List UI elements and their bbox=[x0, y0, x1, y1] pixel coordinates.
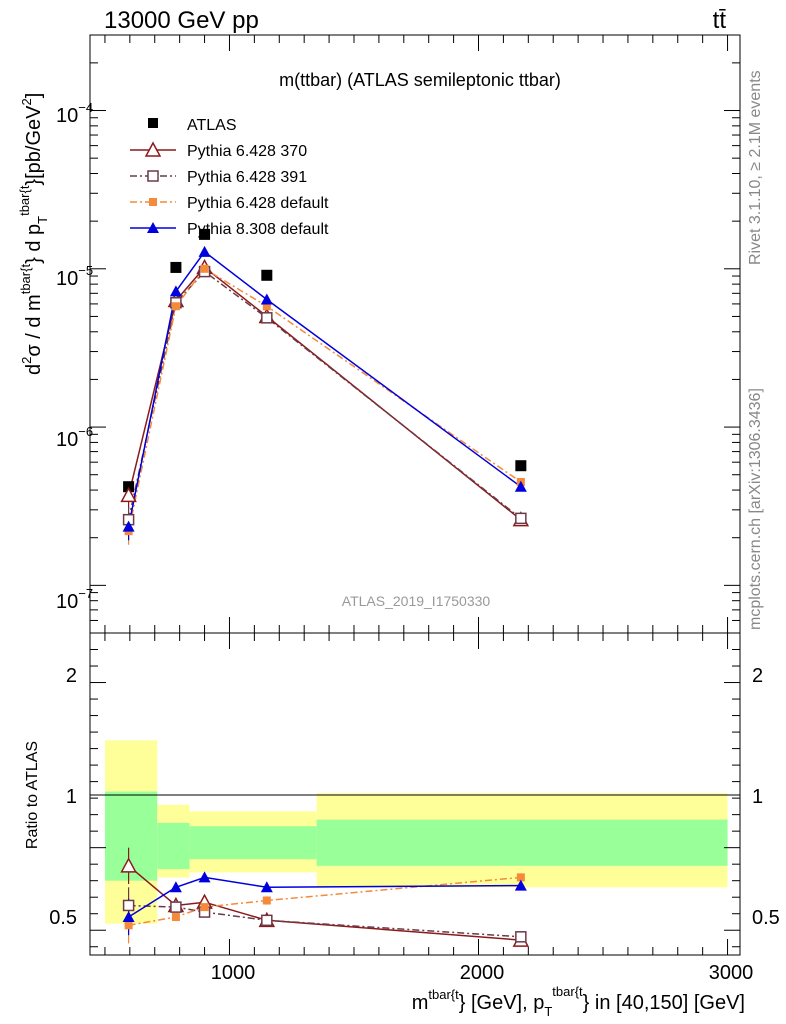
analysis-watermark: ATLAS_2019_I1750330 bbox=[342, 593, 491, 609]
ytick-label-1e-6: 10−6 bbox=[56, 424, 93, 451]
legend-marker-py6-default bbox=[149, 198, 157, 206]
data-point-atlas-4 bbox=[515, 460, 527, 472]
series-line-pythia-6-428-default bbox=[127, 267, 522, 532]
legend-entry-py6-391: Pythia 6.428 391 bbox=[130, 169, 307, 186]
data-point-atlas-2 bbox=[199, 228, 211, 240]
ratio-panel: 2 1 0.5 2 1 0.5 1000 2000 3000 Ratio to … bbox=[24, 632, 780, 1019]
data-point-pythia-6-428-370-0 bbox=[120, 486, 137, 503]
legend-label-atlas: ATLAS bbox=[187, 117, 237, 134]
ratio-point-pythia-8-308-default-0 bbox=[122, 911, 135, 923]
collision-energy-label: 13000 GeV pp bbox=[104, 7, 259, 34]
ratio-point-pythia-6-428-default-0 bbox=[124, 921, 133, 930]
data-point-atlas-0 bbox=[123, 481, 135, 493]
uncertainty-band-inner-2 bbox=[189, 826, 317, 860]
ratio-point-pythia-8-308-default-4 bbox=[514, 879, 527, 891]
legend-marker-py6-391 bbox=[147, 170, 159, 182]
ratio-point-pythia-8-308-default-1 bbox=[169, 881, 182, 893]
data-point-pythia-8-308-default-2 bbox=[198, 245, 211, 257]
data-point-pythia-6-428-391-4 bbox=[515, 512, 527, 525]
ratio-point-pythia-6-428-370-0 bbox=[120, 857, 137, 873]
data-point-pythia-6-428-default-2 bbox=[200, 264, 209, 273]
legend-label-py6-370: Pythia 6.428 370 bbox=[187, 143, 307, 160]
ratio-point-pythia-6-428-default-4 bbox=[516, 873, 525, 882]
main-panel: m(ttbar) (ATLAS semileptonic ttbar) ATLA… bbox=[17, 34, 741, 634]
ytick-label-1e-5: 10−5 bbox=[56, 263, 93, 290]
legend: ATLAS Pythia 6.428 370 Pythia 6.428 391 … bbox=[130, 117, 329, 238]
data-point-atlas-3 bbox=[261, 269, 273, 281]
ratio-line-pythia-6-428-391 bbox=[128, 904, 521, 938]
uncertainty-band-inner-1 bbox=[157, 822, 190, 870]
ratio-ytick-left-1: 1 bbox=[66, 786, 77, 808]
data-point-pythia-8-308-default-3 bbox=[260, 293, 273, 305]
ratio-point-pythia-8-308-default-2 bbox=[198, 871, 211, 883]
legend-label-py8-default: Pythia 8.308 default bbox=[187, 221, 329, 238]
legend-entry-py6-default: Pythia 6.428 default bbox=[130, 195, 329, 212]
data-point-pythia-8-308-default-0 bbox=[122, 520, 135, 532]
series-line-pythia-6-428-370 bbox=[127, 266, 522, 521]
data-point-pythia-6-428-default-3 bbox=[262, 302, 271, 311]
ratio-point-pythia-6-428-default-3 bbox=[262, 896, 271, 905]
ratio-point-pythia-6-428-default-1 bbox=[171, 913, 180, 922]
ytick-label-1e-7: 10−7 bbox=[56, 586, 93, 613]
legend-marker-py6-370 bbox=[144, 141, 162, 157]
data-point-pythia-6-428-391-3 bbox=[261, 312, 273, 324]
ratio-ytick-right-1: 1 bbox=[752, 786, 763, 808]
legend-entry-py6-370: Pythia 6.428 370 bbox=[130, 141, 307, 160]
legend-entry-py8-default: Pythia 8.308 default bbox=[130, 221, 329, 238]
data-point-pythia-6-428-default-1 bbox=[171, 302, 180, 311]
legend-marker-py8-default bbox=[147, 222, 159, 233]
ratio-point-pythia-6-428-391-4 bbox=[515, 931, 527, 943]
ratio-point-pythia-6-428-391-0 bbox=[122, 899, 135, 912]
plot-title: m(ttbar) (ATLAS semileptonic ttbar) bbox=[279, 70, 561, 90]
source-label: mcplots.cern.ch [arXiv:1306.3436] bbox=[747, 388, 764, 630]
data-point-pythia-8-308-default-4 bbox=[514, 480, 527, 492]
ratio-ytick-right-05: 0.5 bbox=[752, 907, 780, 929]
legend-marker-atlas bbox=[148, 118, 158, 128]
data-point-atlas-1 bbox=[170, 261, 182, 273]
ratio-ytick-right-2: 2 bbox=[752, 665, 763, 687]
series-line-pythia-8-308-default bbox=[127, 250, 522, 527]
xtick-label-1000: 1000 bbox=[211, 962, 256, 984]
ratio-point-pythia-6-428-391-3 bbox=[261, 914, 273, 927]
process-label: tt̄ bbox=[713, 7, 727, 34]
ratio-point-pythia-6-428-391-1 bbox=[170, 901, 182, 913]
ratio-ytick-left-2: 2 bbox=[66, 665, 77, 687]
legend-label-py6-391: Pythia 6.428 391 bbox=[187, 169, 307, 186]
ratio-y-axis-label: Ratio to ATLAS bbox=[24, 741, 41, 849]
ratio-point-pythia-6-428-default-2 bbox=[200, 903, 209, 912]
ratio-point-pythia-8-308-default-3 bbox=[260, 881, 273, 893]
ratio-frame bbox=[89, 632, 741, 956]
x-axis-label: mtbar{t} [GeV], pTtbar{t} in [40,150] [G… bbox=[412, 984, 745, 1019]
legend-entry-atlas: ATLAS bbox=[148, 117, 237, 134]
series-line-pythia-6-428-391 bbox=[127, 270, 522, 520]
legend-label-py6-default: Pythia 6.428 default bbox=[187, 195, 329, 212]
uncertainty-band-inner-3 bbox=[316, 819, 728, 866]
xtick-label-2000: 2000 bbox=[460, 962, 505, 984]
ratio-ytick-left-05: 0.5 bbox=[49, 907, 77, 929]
xtick-label-3000: 3000 bbox=[709, 962, 754, 984]
main-y-axis-label: d2σ / d mtbar{t} d pTtbar{t}[pb/GeV2] bbox=[17, 93, 50, 375]
ytick-label-1e-4: 10−4 bbox=[56, 100, 93, 127]
data-point-pythia-8-308-default-1 bbox=[169, 285, 182, 297]
rivet-version-label: Rivet 3.1.10, ≥ 2.1M events bbox=[747, 70, 764, 265]
